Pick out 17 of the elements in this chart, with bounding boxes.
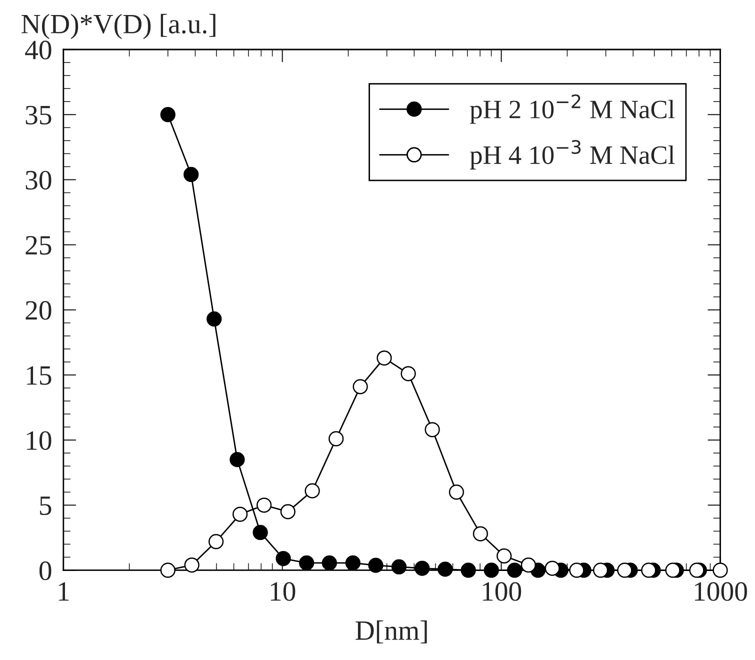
legend-label: pH 4 10$^{−3}$ M NaCl bbox=[470, 140, 675, 170]
x-tick-label: 100 bbox=[482, 582, 522, 601]
y-tick-label: 25 bbox=[26, 236, 52, 255]
y-tick-label: 30 bbox=[26, 170, 52, 190]
y-tick-label: 20 bbox=[26, 301, 52, 320]
y-tick-label: 35 bbox=[26, 106, 52, 125]
y-tick-label: 0 bbox=[39, 561, 52, 580]
y-tick-label: 10 bbox=[26, 431, 52, 450]
legend-label: pH 2 10$^{−2}$ M NaCl bbox=[470, 94, 675, 124]
x-tick-label: 1000 bbox=[694, 582, 747, 601]
y-axis-title: N(D)*V(D) [a.u.] bbox=[22, 14, 216, 40]
x-tick-label: 1 bbox=[58, 582, 69, 601]
y-tick-label: 40 bbox=[25, 40, 52, 60]
y-tick-label: 15 bbox=[26, 366, 52, 385]
x-axis-title: D[nm] bbox=[356, 620, 427, 644]
x-tick-label: 10 bbox=[270, 582, 296, 601]
y-tick-label: 5 bbox=[40, 496, 52, 516]
